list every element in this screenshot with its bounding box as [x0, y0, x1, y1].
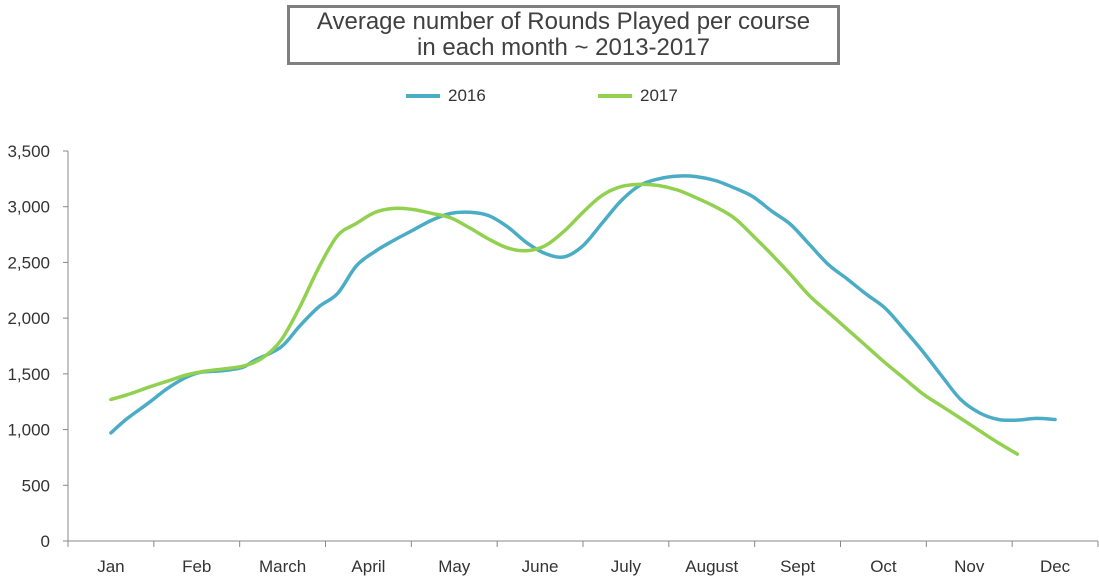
legend-swatch-2016	[406, 94, 440, 98]
x-tick-label: Nov	[954, 557, 985, 576]
series-line-2017	[109, 182, 1020, 456]
legend-label-2016: 2016	[448, 86, 486, 105]
y-tick-label: 2,500	[7, 253, 50, 272]
legend-label-2017: 2017	[640, 86, 678, 105]
y-tick-label: 3,500	[7, 142, 50, 161]
x-tick-label: Dec	[1040, 557, 1071, 576]
y-tick-label: 500	[22, 476, 50, 495]
x-tick-label: April	[351, 557, 385, 576]
y-tick-label: 1,500	[7, 365, 50, 384]
x-tick-label: June	[522, 557, 559, 576]
series-layer	[109, 174, 1057, 456]
x-tick-label: May	[438, 557, 471, 576]
legend: 2016 2017	[0, 84, 1099, 108]
y-tick-label: 0	[41, 532, 50, 551]
legend-entry-2016: 2016	[406, 84, 486, 108]
chart-title-line-2: in each month ~ 2013-2017	[417, 34, 710, 61]
chart-title: Average number of Rounds Played per cour…	[287, 5, 840, 65]
y-tick-label: 3,000	[7, 198, 50, 217]
legend-entry-2017: 2017	[598, 84, 678, 108]
x-tick-label: March	[259, 557, 306, 576]
x-tick-label: Jan	[97, 557, 124, 576]
x-tick-label: August	[685, 557, 738, 576]
x-tick-label: July	[611, 557, 642, 576]
x-tick-label: Feb	[182, 557, 211, 576]
x-tick-label: Sept	[780, 557, 815, 576]
y-tick-label: 2,000	[7, 309, 50, 328]
y-tick-label: 1,000	[7, 421, 50, 440]
chart-title-line-1: Average number of Rounds Played per cour…	[316, 8, 811, 35]
axes: 0 500 1,000 1,500 2,000 2,500 3,000 3,500 Jan Feb…	[7, 142, 1099, 576]
x-tick-label: Oct	[870, 557, 897, 576]
legend-swatch-2017	[598, 94, 632, 98]
